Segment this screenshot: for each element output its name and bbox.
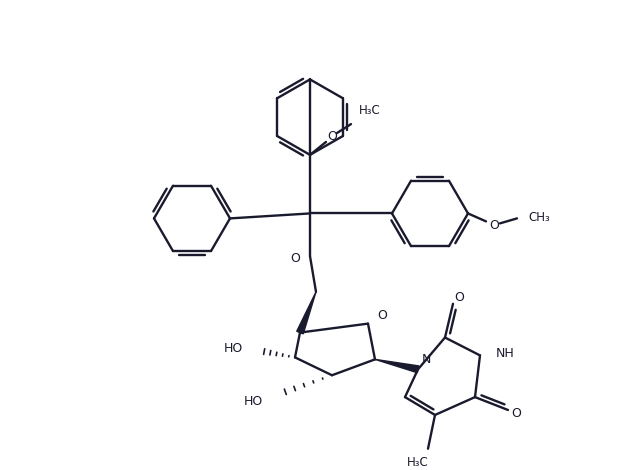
Text: HO: HO: [244, 394, 263, 407]
Text: O: O: [454, 291, 464, 304]
Text: H₃C: H₃C: [407, 456, 429, 469]
Text: N: N: [421, 353, 431, 366]
Text: H₃C: H₃C: [359, 104, 381, 117]
Text: O: O: [377, 309, 387, 322]
Text: O: O: [489, 219, 499, 232]
Text: O: O: [511, 407, 521, 421]
Text: HO: HO: [224, 342, 243, 355]
Text: NH: NH: [496, 347, 515, 360]
Polygon shape: [375, 360, 419, 373]
Polygon shape: [297, 292, 316, 334]
Text: O: O: [290, 251, 300, 265]
Text: CH₃: CH₃: [528, 211, 550, 224]
Text: O: O: [327, 131, 337, 143]
